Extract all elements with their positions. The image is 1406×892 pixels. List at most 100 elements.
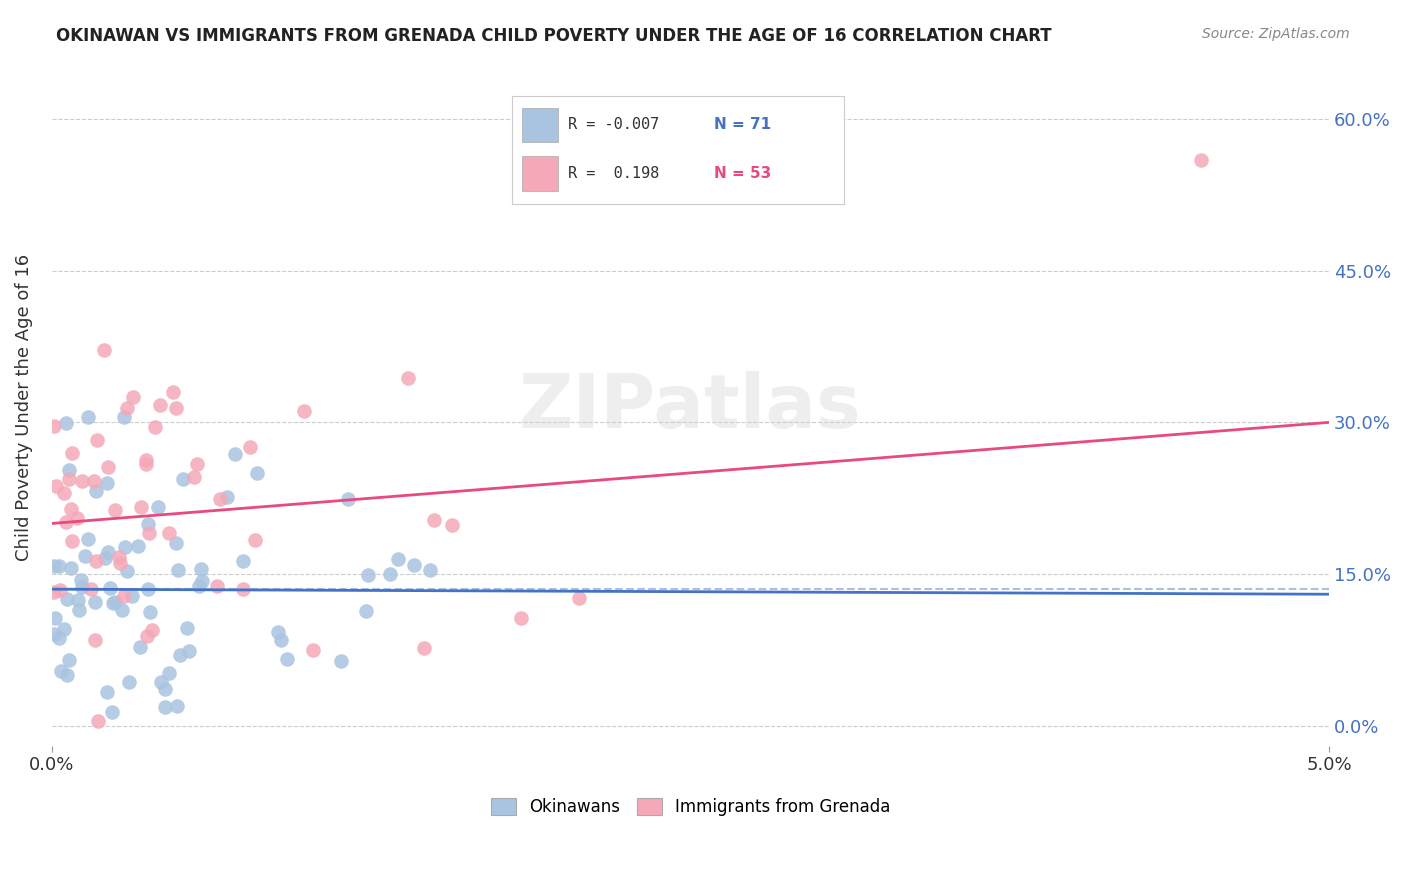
Point [87, 714, 110, 728]
Point [169, 648, 191, 662]
Point [270, 632, 292, 647]
Point [72, 581, 94, 595]
Text: Source: ZipAtlas.com: Source: ZipAtlas.com [1202, 27, 1350, 41]
Point [80, 582, 103, 597]
Point [52, 622, 75, 636]
Point [136, 582, 159, 597]
Point [205, 579, 228, 593]
Point [97, 459, 120, 474]
Point [136, 517, 159, 532]
Point [301, 642, 323, 657]
Point [104, 595, 127, 609]
Point [59, 502, 82, 516]
Point [396, 371, 419, 385]
Point [55, 417, 77, 431]
Point [380, 566, 402, 581]
Point [70, 573, 93, 587]
Point [177, 643, 200, 657]
Point [141, 623, 163, 637]
Point [150, 675, 173, 690]
Point [98, 581, 121, 595]
Point [419, 563, 441, 577]
Point [86, 484, 108, 499]
Point [337, 492, 360, 507]
Point [58, 463, 80, 477]
Point [48, 632, 70, 646]
Point [153, 700, 176, 714]
Point [93, 551, 115, 566]
Point [44, 418, 66, 433]
Point [215, 490, 238, 504]
Point [60, 445, 83, 459]
Point [412, 640, 434, 655]
Point [76, 532, 98, 546]
Point [245, 467, 267, 481]
Point [58, 653, 80, 667]
Point [67, 602, 90, 616]
Point [60, 560, 83, 574]
Point [183, 470, 205, 484]
Point [129, 640, 152, 655]
Point [60, 534, 83, 549]
Point [165, 401, 187, 416]
Point [143, 419, 166, 434]
Point [121, 390, 143, 404]
Point [387, 552, 409, 566]
Point [44, 559, 66, 574]
Point [115, 401, 138, 416]
Point [209, 491, 232, 506]
Point [73, 549, 96, 563]
Point [1189, 153, 1212, 167]
Point [356, 604, 378, 618]
Point [112, 409, 135, 424]
Point [44, 627, 66, 641]
Point [232, 582, 254, 596]
Point [110, 556, 132, 570]
Point [176, 621, 198, 635]
Point [84, 633, 107, 648]
Point [55, 515, 77, 529]
Point [76, 410, 98, 425]
Point [70, 474, 93, 488]
Point [509, 611, 531, 625]
Point [84, 594, 107, 608]
Point [84, 554, 107, 568]
Point [276, 652, 298, 666]
Point [357, 567, 380, 582]
Point [44, 585, 66, 599]
Point [187, 578, 209, 592]
Point [167, 563, 190, 577]
Point [153, 682, 176, 697]
Point [96, 475, 118, 490]
Point [108, 550, 131, 565]
Point [402, 558, 425, 573]
Point [48, 559, 70, 574]
Point [114, 541, 136, 555]
Point [157, 525, 180, 540]
Point [224, 447, 246, 461]
Text: ZIPatlas: ZIPatlas [519, 371, 862, 443]
Point [48, 582, 70, 597]
Point [121, 589, 143, 603]
Point [118, 674, 141, 689]
Point [96, 684, 118, 698]
Point [166, 536, 188, 550]
Point [44, 611, 66, 625]
Point [191, 574, 214, 589]
Point [112, 589, 135, 603]
Point [441, 517, 464, 532]
Point [86, 433, 108, 447]
Point [135, 453, 157, 467]
Point [190, 562, 212, 576]
Point [162, 385, 184, 400]
Point [129, 500, 152, 515]
Point [136, 629, 159, 643]
Point [83, 474, 105, 488]
Point [422, 513, 444, 527]
Point [329, 654, 352, 668]
Point [66, 511, 89, 525]
Point [172, 473, 194, 487]
Point [568, 591, 591, 606]
Point [115, 564, 138, 578]
Point [245, 533, 267, 547]
